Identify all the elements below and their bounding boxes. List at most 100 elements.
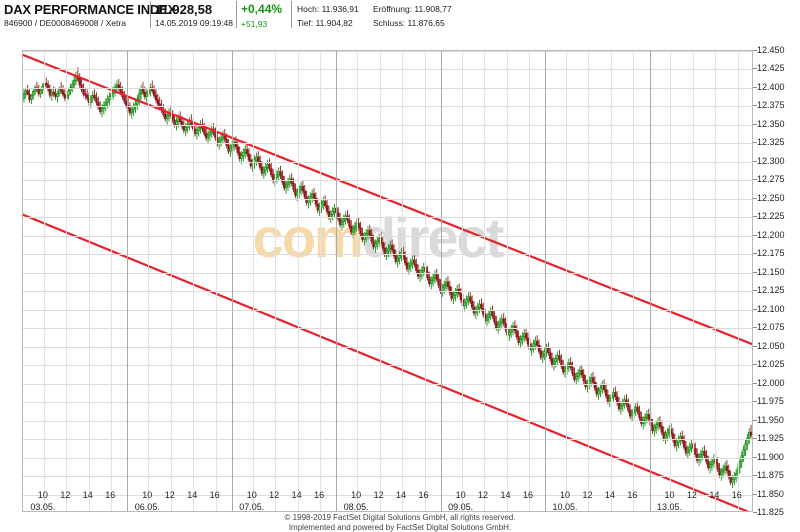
x-axis-hour-label: 14 (604, 490, 615, 500)
grid-line-horizontal (23, 69, 752, 71)
x-axis-hour-label: 12 (478, 490, 489, 500)
header-divider-3 (291, 1, 292, 28)
grid-line-horizontal (23, 328, 752, 330)
stat-open: Eröffnung: 11.908,77 (373, 4, 452, 14)
y-axis-tick-label: 12.400 (757, 81, 785, 92)
grid-line-horizontal (23, 346, 752, 348)
y-axis-labels: 12.450 12.425 12.400 12.375 12.350 12.325 12.3… (757, 45, 800, 517)
x-axis-hour-label: 16 (731, 490, 742, 500)
grid-line-vertical (357, 51, 359, 511)
y-axis-tick-label: 12.450 (757, 45, 785, 55)
y-axis-tick-mark (753, 216, 757, 218)
y-axis-tick-mark (753, 179, 757, 181)
grid-line-horizontal (23, 309, 752, 311)
y-axis-tick-label: 12.300 (757, 155, 785, 166)
y-axis-tick-mark (753, 253, 757, 255)
grid-line-vertical (148, 51, 150, 511)
grid-line-horizontal (23, 365, 752, 367)
change-absolute: +51,93 (241, 19, 268, 29)
grid-line-vertical (170, 51, 172, 511)
y-axis-tick-mark (753, 401, 757, 403)
y-axis-tick-mark (753, 493, 757, 495)
grid-line-vertical (424, 51, 426, 511)
x-axis-hour-label: 12 (269, 490, 280, 500)
grid-line-horizontal (23, 106, 752, 108)
y-axis-tick-mark (753, 86, 757, 88)
x-axis-day-label: 03.05. (30, 502, 56, 512)
x-axis-hour-label: 10 (560, 490, 571, 500)
grid-line-vertical (588, 51, 590, 511)
x-axis-day-label: 08.05. (343, 502, 369, 512)
quote-timestamp: 14.05.2019 09:19:48 (155, 18, 233, 28)
last-price: 11.928,58 (155, 2, 213, 17)
y-axis-tick-label: 12.200 (757, 229, 785, 240)
grid-line-horizontal (23, 161, 752, 163)
y-axis-tick-mark (753, 271, 757, 273)
x-axis-hour-label: 16 (314, 490, 325, 500)
x-axis-hour-label: 12 (582, 490, 593, 500)
y-axis-tick-label: 12.000 (757, 377, 785, 388)
grid-line-vertical (111, 51, 113, 511)
y-axis-tick-mark (753, 123, 757, 125)
x-axis-labels: 10 12 14 16 03.05. 10 12 14 16 06.05. 10 12 14 16 07.0… (0, 490, 800, 516)
y-axis-tick-label: 12.050 (757, 340, 785, 351)
x-axis-hour-label: 14 (187, 490, 198, 500)
y-axis-tick-label: 11.900 (757, 451, 784, 462)
x-axis-hour-label: 10 (142, 490, 153, 500)
grid-line-vertical (461, 51, 463, 511)
y-axis-tick-label: 11.925 (757, 433, 784, 444)
y-axis-tick-label: 12.275 (757, 174, 785, 185)
grid-line-vertical (297, 51, 299, 511)
x-axis-day-label: 09.05. (448, 502, 474, 512)
x-axis-hour-label: 12 (164, 490, 175, 500)
x-axis-hour-label: 10 (246, 490, 257, 500)
day-separator-line (231, 51, 233, 511)
price-chart-plot[interactable]: comdirect (22, 50, 753, 512)
y-axis-tick-label: 11.875 (757, 470, 784, 481)
x-axis-hour-label: 14 (396, 490, 407, 500)
y-axis-tick-label: 12.150 (757, 266, 785, 277)
grid-line-vertical (670, 51, 672, 511)
instrument-identifiers: 846900 / DE0008469008 / Xetra (4, 18, 126, 28)
header-divider-2 (236, 1, 237, 28)
y-axis-tick-label: 12.125 (757, 285, 785, 296)
x-axis-hour-label: 16 (209, 490, 220, 500)
stat-close: Schluss: 11.876,65 (373, 18, 445, 28)
stat-high: Hoch: 11.936,91 (297, 4, 359, 14)
x-axis-hour-label: 10 (455, 490, 466, 500)
copyright-footer: © 1998-2019 FactSet Digital Solutions Gm… (0, 513, 800, 532)
grid-line-vertical (66, 51, 68, 511)
y-axis-tick-label: 12.325 (757, 137, 785, 148)
x-axis-day-label: 10.05. (552, 502, 578, 512)
y-axis-tick-label: 12.425 (757, 63, 785, 74)
y-axis-tick-mark (753, 105, 757, 107)
y-axis-tick-label: 11.950 (757, 414, 784, 425)
grid-line-vertical (633, 51, 635, 511)
day-separator-line (649, 51, 651, 511)
y-axis-tick-mark (753, 456, 757, 458)
y-axis-tick-mark (753, 475, 757, 477)
grid-line-horizontal (23, 180, 752, 182)
grid-line-vertical (506, 51, 508, 511)
copyright-line-1: © 1998-2019 FactSet Digital Solutions Gm… (284, 513, 516, 522)
grid-line-horizontal (23, 272, 752, 274)
y-axis-tick-mark (753, 512, 757, 513)
y-axis-tick-mark (753, 290, 757, 292)
y-axis-tick-mark (753, 327, 757, 329)
grid-line-vertical (379, 51, 381, 511)
change-percent: +0,44% (241, 2, 283, 16)
grid-line-horizontal (23, 383, 752, 385)
grid-line-horizontal (23, 198, 752, 200)
x-axis-hour-label: 16 (627, 490, 638, 500)
grid-line-horizontal (23, 217, 752, 219)
x-axis-hour-label: 10 (37, 490, 48, 500)
copyright-line-2: Implemented and powered by FactSet Digit… (288, 522, 512, 532)
grid-line-vertical (193, 51, 195, 511)
x-axis-hour-label: 16 (105, 490, 116, 500)
trend-channel-lines (23, 53, 752, 511)
grid-line-horizontal (23, 439, 752, 441)
x-axis-hour-label: 14 (291, 490, 302, 500)
x-axis-hour-label: 14 (709, 490, 720, 500)
y-axis-tick-mark (753, 364, 757, 366)
grid-line-vertical (275, 51, 277, 511)
